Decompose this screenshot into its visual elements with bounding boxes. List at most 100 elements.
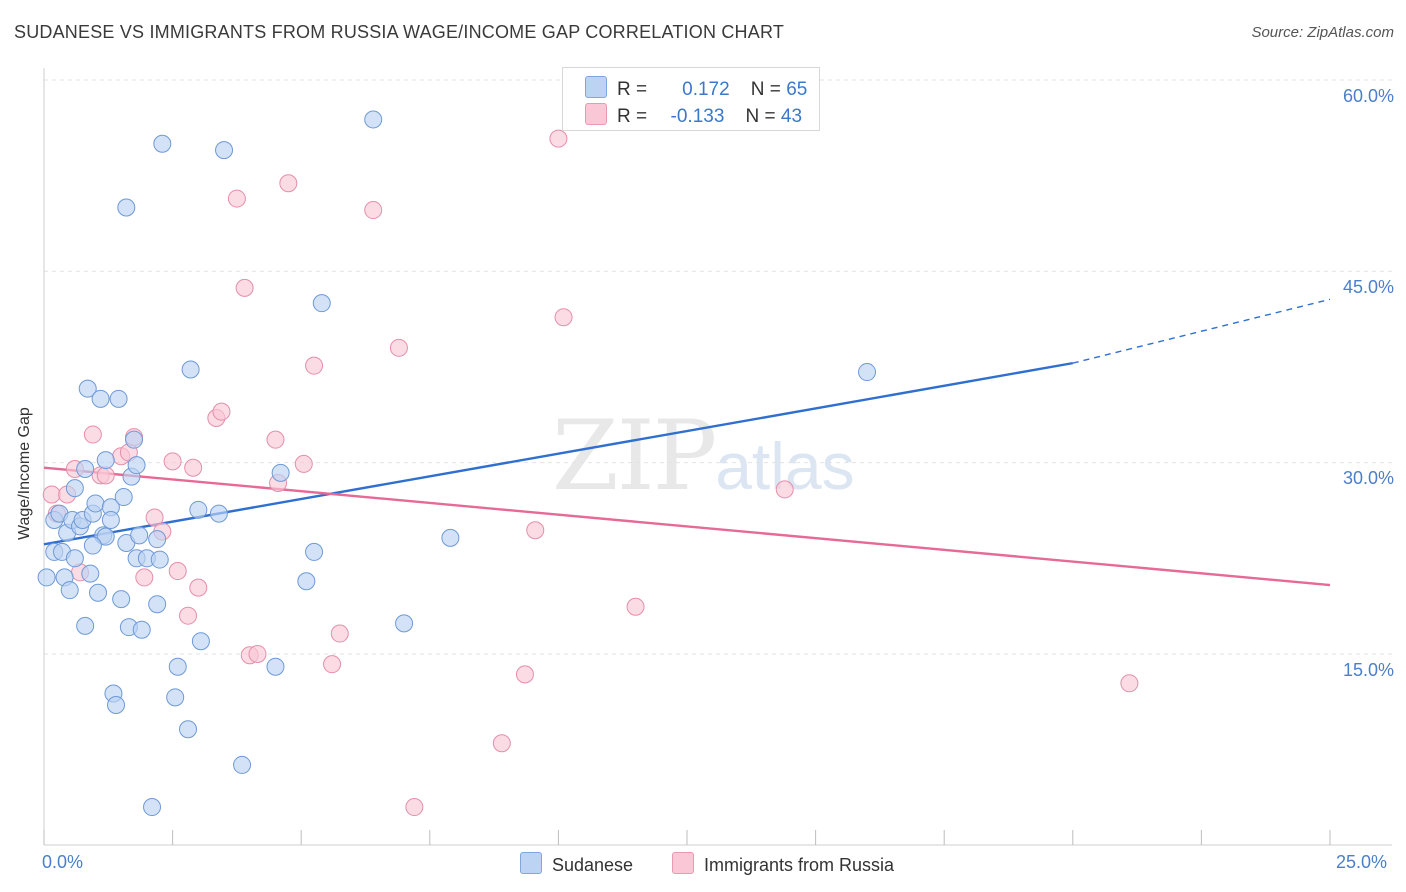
sudanese-data-point xyxy=(210,505,227,522)
sudanese-trend-extension xyxy=(1073,299,1330,363)
sudanese-data-point xyxy=(82,565,99,582)
russia-data-point xyxy=(213,403,230,420)
n-label: N = xyxy=(746,106,776,127)
russia-swatch-icon xyxy=(585,103,607,125)
sudanese-legend-icon xyxy=(520,852,542,874)
sudanese-data-point xyxy=(66,550,83,567)
russia-data-point xyxy=(136,569,153,586)
sudanese-data-point xyxy=(272,464,289,481)
stats-row-russia: R = -0.133 N = 43 xyxy=(585,103,802,127)
russia-trend-line xyxy=(44,468,1330,585)
legend-item-russia[interactable]: Immigrants from Russia xyxy=(672,852,894,876)
russia-data-point xyxy=(236,279,253,296)
russia-data-point xyxy=(43,486,60,503)
legend-label: Immigrants from Russia xyxy=(704,855,894,875)
sudanese-data-point xyxy=(144,799,161,816)
sudanese-data-point xyxy=(365,111,382,128)
sudanese-data-point xyxy=(182,361,199,378)
sudanese-data-point xyxy=(192,633,209,650)
sudanese-data-point xyxy=(133,621,150,638)
n-value: 65 xyxy=(786,79,807,100)
russia-data-point xyxy=(190,579,207,596)
sudanese-data-point xyxy=(234,756,251,773)
russia-data-point xyxy=(164,453,181,470)
russia-data-point xyxy=(97,467,114,484)
r-value: 0.172 xyxy=(658,79,730,101)
russia-data-point xyxy=(555,309,572,326)
russia-data-point xyxy=(406,799,423,816)
russia-data-point xyxy=(776,481,793,498)
sudanese-data-point xyxy=(38,569,55,586)
russia-data-point xyxy=(169,563,186,580)
russia-legend-icon xyxy=(672,852,694,874)
y-tick-label: 60.0% xyxy=(1343,86,1394,107)
russia-data-point xyxy=(331,625,348,642)
y-tick-label: 45.0% xyxy=(1343,277,1394,298)
n-value: 43 xyxy=(781,106,802,127)
sudanese-data-point xyxy=(396,615,413,632)
sudanese-data-point xyxy=(131,527,148,544)
sudanese-data-point xyxy=(97,452,114,469)
russia-data-point xyxy=(527,522,544,539)
sudanese-data-point xyxy=(110,390,127,407)
sudanese-data-point xyxy=(66,480,83,497)
sudanese-data-point xyxy=(169,658,186,675)
russia-data-point xyxy=(390,339,407,356)
y-tick-label: 15.0% xyxy=(1343,660,1394,681)
russia-data-point xyxy=(365,202,382,219)
russia-data-point xyxy=(180,607,197,624)
sudanese-data-point xyxy=(115,489,132,506)
sudanese-data-point xyxy=(108,696,125,713)
russia-data-point xyxy=(84,426,101,443)
sudanese-data-point xyxy=(313,295,330,312)
sudanese-data-point xyxy=(180,721,197,738)
russia-data-point xyxy=(493,735,510,752)
sudanese-data-point xyxy=(149,596,166,613)
r-label: R = xyxy=(617,79,647,100)
sudanese-data-point xyxy=(90,584,107,601)
sudanese-data-point xyxy=(126,431,143,448)
russia-data-point xyxy=(550,130,567,147)
russia-data-point xyxy=(185,459,202,476)
sudanese-data-point xyxy=(216,142,233,159)
russia-data-point xyxy=(280,175,297,192)
scatter-plot xyxy=(0,0,1406,892)
sudanese-data-point xyxy=(267,658,284,675)
sudanese-data-point xyxy=(84,537,101,554)
sudanese-data-point xyxy=(306,543,323,560)
russia-data-point xyxy=(1121,675,1138,692)
x-tick-label-min: 0.0% xyxy=(42,852,83,873)
sudanese-data-point xyxy=(128,457,145,474)
sudanese-data-point xyxy=(61,582,78,599)
sudanese-swatch-icon xyxy=(585,76,607,98)
sudanese-data-point xyxy=(298,573,315,590)
y-axis-label: Wage/Income Gap xyxy=(16,407,34,540)
sudanese-data-point xyxy=(92,390,109,407)
russia-data-point xyxy=(249,645,266,662)
x-tick-label-max: 25.0% xyxy=(1336,852,1387,873)
sudanese-data-point xyxy=(77,460,94,477)
legend-label: Sudanese xyxy=(552,855,633,875)
sudanese-data-point xyxy=(118,199,135,216)
sudanese-data-point xyxy=(113,591,130,608)
legend-item-sudanese[interactable]: Sudanese xyxy=(520,852,633,876)
sudanese-data-point xyxy=(859,364,876,381)
sudanese-data-point xyxy=(167,689,184,706)
stats-row-sudanese: R = 0.172 N = 65 xyxy=(585,76,807,100)
russia-data-point xyxy=(627,598,644,615)
correlation-stats-box: R = 0.172 N = 65 R = -0.133 N = 43 xyxy=(562,67,820,131)
russia-data-point xyxy=(267,431,284,448)
sudanese-data-point xyxy=(442,529,459,546)
sudanese-data-point xyxy=(151,551,168,568)
sudanese-data-point xyxy=(87,495,104,512)
russia-data-point xyxy=(516,666,533,683)
sudanese-data-point xyxy=(77,617,94,634)
russia-data-point xyxy=(306,357,323,374)
russia-data-point xyxy=(295,455,312,472)
sudanese-data-point xyxy=(154,135,171,152)
sudanese-data-point xyxy=(102,512,119,529)
russia-data-point xyxy=(228,190,245,207)
sudanese-data-point xyxy=(149,531,166,548)
r-label: R = xyxy=(617,106,647,127)
r-value: -0.133 xyxy=(652,106,724,128)
